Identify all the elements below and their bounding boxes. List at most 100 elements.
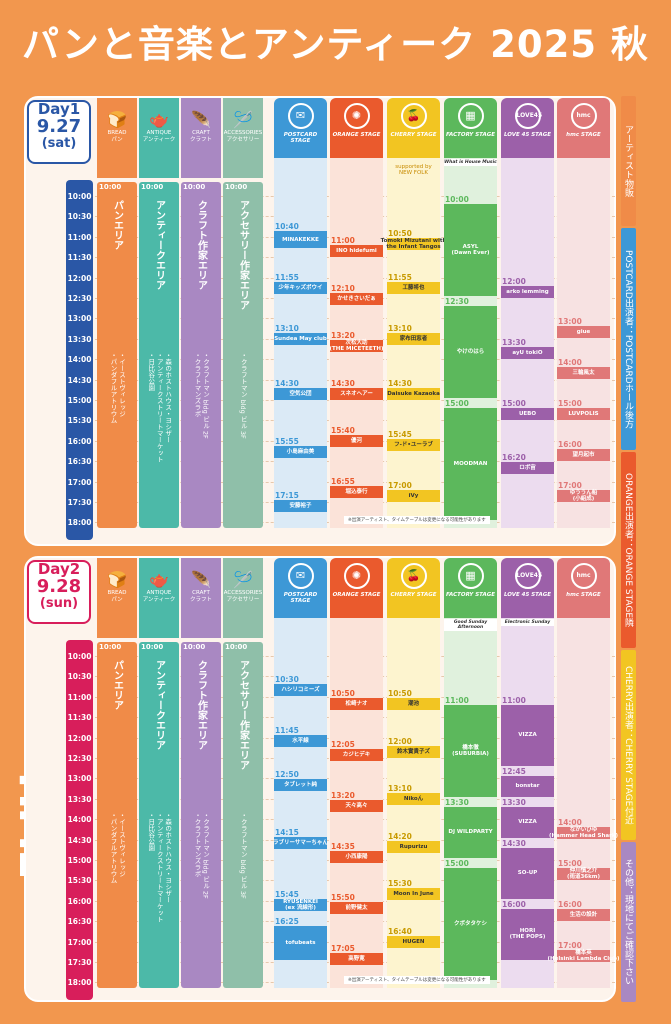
time-label: 13:30	[67, 794, 92, 804]
event-block: 工藤将也	[387, 282, 440, 295]
shop-area: アンティークエリア	[153, 200, 165, 290]
shop-area: アクセサリー作家エリア	[237, 200, 249, 310]
shop-start-time: 10:00	[225, 183, 248, 191]
shop-header: 🪡 ACCESSORIES アクセサリー	[223, 558, 263, 638]
shop-location: ・クラフトマン bldg ビル 3F	[239, 812, 248, 899]
day-date: 9.27	[36, 115, 82, 137]
event-time: 14:30	[331, 378, 355, 388]
shop-area: パンエリア	[111, 200, 123, 250]
event-time: 12:30	[445, 297, 469, 306]
event-time: 17:00	[558, 480, 582, 490]
shop-location: ・イーストヴィレッジ ・パンダフルアトリウム	[109, 352, 126, 424]
shop-en: CRAFT	[192, 590, 210, 596]
love45-icon: LOVE45	[514, 103, 542, 129]
stage-subtitle: Good Sunday Afternoon	[444, 619, 497, 631]
time-label: 14:00	[67, 815, 92, 825]
event-block: RYUSENKEI (ex 流線形)	[274, 899, 327, 911]
event-time: 16:25	[275, 916, 299, 926]
shop-location: ・クラフトマン bldg ビル 2F ・クラフトマンズラボ	[193, 352, 210, 439]
event-block: VIZZA	[501, 806, 554, 838]
event-time: 15:00	[445, 399, 469, 408]
event-time: 17:00	[558, 940, 582, 950]
sidebar-note: その他：現地にてご確認下さい	[621, 842, 636, 1002]
postcard-icon: ✉	[287, 563, 314, 589]
day-weekday: (sat)	[41, 135, 77, 151]
event-block: 水平線	[274, 735, 327, 748]
time-label: 12:00	[67, 273, 92, 283]
stage-header: ▦ FACTORY STAGE	[444, 98, 497, 158]
shop-area: クラフト作家エリア	[195, 200, 207, 290]
shop-column: パンエリア・イーストヴィレッジ ・パンダフルアトリウム	[97, 182, 137, 529]
event-block: bonstar	[501, 776, 554, 797]
stage-header: 🍒 CHERRY STAGE	[387, 98, 440, 158]
shop-area: アンティークエリア	[153, 660, 165, 750]
time-label: 16:00	[67, 896, 92, 906]
love45-icon: LOVE45	[514, 563, 542, 589]
stage-subtitle: Electronic Sunday	[501, 619, 554, 626]
event-time: 10:40	[275, 222, 299, 232]
event-time: 10:50	[388, 228, 412, 238]
event-block: 優河	[330, 435, 383, 448]
event-block: 生活の設計	[557, 908, 610, 921]
time-bar: 10:00 10:30 11:00 11:30 12:00 12:30 13:00 13:30…	[66, 640, 93, 1001]
event-block: iVy	[387, 489, 440, 502]
shop-ja: パン	[111, 137, 123, 144]
shop-column: クラフト作家エリア ・クラフトマン bldg ビル 2F ・クラフトマンズラボ	[181, 182, 221, 529]
shop-column: アンティークエリア ・森のホストハウス・ヨシザー ・アンティークストリートマーケッ…	[139, 182, 179, 529]
event-block: MOODMAN	[444, 408, 497, 521]
stage-header: hmc hmc STAGE	[557, 558, 610, 618]
event-block: 仲川慎之介 (雨道36km)	[557, 868, 610, 880]
event-time: 15:50	[331, 892, 355, 902]
feather-icon: 🪶	[191, 570, 211, 589]
factory-icon: ▦	[457, 103, 484, 129]
stage-subtitle: What is House Music	[444, 159, 497, 166]
event-block: arko lemming	[501, 285, 554, 298]
shop-header: 🪡 ACCESSORIES アクセサリー	[223, 98, 263, 178]
time-label: 14:00	[67, 355, 92, 365]
stage-name: CHERRY STAGE	[390, 132, 437, 138]
shop-en: CRAFT	[192, 130, 210, 136]
time-label: 18:00	[67, 518, 92, 528]
event-block: ayU tokiO	[501, 346, 554, 359]
event-block: スネオヘアー	[330, 387, 383, 400]
shop-column: アクセサリー作家エリア ・クラフトマン bldg ビル 3F	[223, 642, 263, 989]
time-label: 15:30	[67, 416, 92, 426]
event-time: 15:45	[388, 429, 412, 439]
time-label: 13:30	[67, 334, 92, 344]
event-block: 松崎ナオ	[330, 697, 383, 710]
page-title: パンと音楽とアンティーク 2025 秋	[22, 23, 649, 66]
event-time: 16:00	[558, 899, 582, 909]
event-block: フ-ド•ユーラブ	[387, 438, 440, 451]
time-label: 16:30	[67, 457, 92, 467]
shop-header: 🍞 BREAD パン	[97, 98, 137, 178]
shop-ja: アンティーク	[142, 597, 176, 604]
shop-column: アンティークエリア ・森のホストハウス・ヨシザー ・アンティークストリートマーケッ…	[139, 642, 179, 989]
sidebar-note: アーティスト物販	[621, 96, 636, 226]
time-label: 17:00	[67, 937, 92, 947]
time-label: 16:00	[67, 436, 92, 446]
event-time: 17:05	[331, 943, 355, 953]
orange-icon: ✺	[343, 103, 370, 129]
event-block: やけのはら	[444, 306, 497, 398]
event-time: 13:00	[558, 317, 582, 327]
event-block: Daisuke Kazaoka	[387, 387, 440, 400]
event-block: ながいひゆ (Hammer Head Shark)	[548, 827, 619, 840]
stage-header: 🍒 CHERRY STAGE	[387, 558, 440, 618]
stage-header: ✺ ORANGE STAGE	[330, 98, 383, 158]
event-time: 14:30	[275, 378, 299, 388]
event-time: 15:30	[388, 879, 412, 889]
supported-by: supported by NEW FOLK	[395, 164, 432, 176]
time-label: 16:30	[67, 917, 92, 927]
event-time: 16:40	[388, 927, 412, 937]
day-date: 9.28	[36, 575, 82, 597]
time-label: 13:00	[67, 314, 92, 324]
time-label: 17:30	[67, 498, 92, 507]
event-time: 13:30	[502, 337, 526, 347]
event-time: 11:00	[331, 235, 355, 245]
event-block: ゆううん船 (小組成)	[557, 490, 610, 502]
time-label: 11:00	[67, 692, 92, 702]
event-time: 11:55	[388, 273, 412, 283]
event-time: 12:00	[502, 276, 526, 286]
notice-text: ※出演アーティスト、タイムテーブルは変更になる可能性があります	[344, 516, 490, 525]
shop-header: 🫖 ANTIQUE アンティーク	[139, 98, 179, 178]
